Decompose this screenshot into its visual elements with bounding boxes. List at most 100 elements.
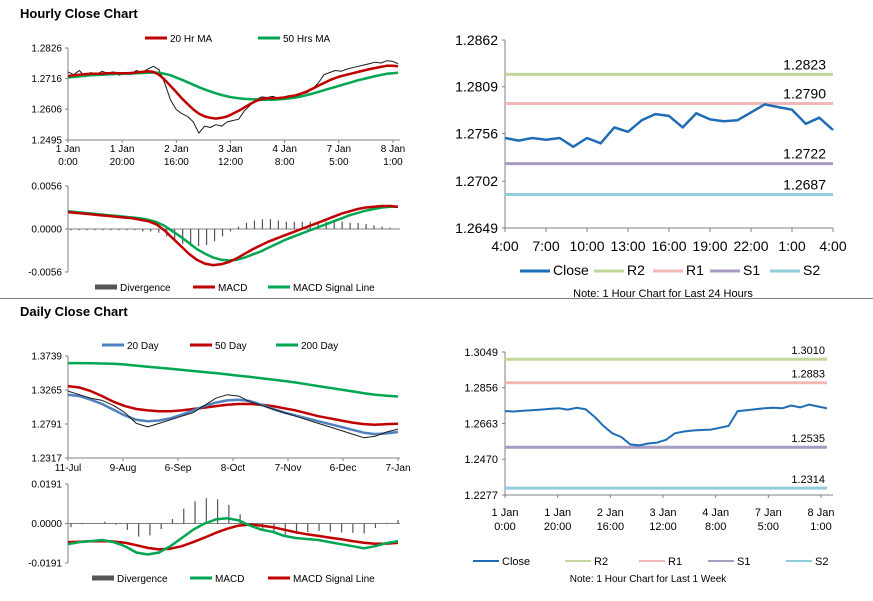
daily-macd-legend-signal-text: MACD Signal Line xyxy=(293,574,375,585)
weekly-levels-x-label-day: 2 Jan xyxy=(597,507,624,519)
daily-ma50-line xyxy=(67,384,399,427)
hourly-levels-y-tick-label: 1.2862 xyxy=(455,32,498,48)
hourly-level-s2-label: 1.2687 xyxy=(783,176,826,192)
hourly-legend-ma-short-text: 20 Hr MA xyxy=(170,34,213,45)
weekly-levels-legend-close-text: Close xyxy=(502,556,530,568)
weekly-levels-x-label-time: 20:00 xyxy=(544,521,572,533)
weekly-levels-x-label-time: 8:00 xyxy=(705,521,726,533)
hourly-price-x-label-day: 3 Jan xyxy=(218,144,242,155)
weekly-levels-x-label-time: 5:00 xyxy=(758,521,779,533)
hourly-price-x-label-day: 1 Jan xyxy=(110,144,134,155)
hourly-price-x-label-day: 8 Jan xyxy=(381,144,405,155)
daily-price-x-label: 8-Oct xyxy=(221,463,246,474)
hourly-levels-x-label: 7:00 xyxy=(532,238,559,254)
weekly-levels-x-label-day: 1 Jan xyxy=(544,507,571,519)
weekly-levels-x-label-day: 8 Jan xyxy=(808,507,835,519)
hourly-signal-line xyxy=(67,205,398,262)
hourly-levels-y-tick-label: 1.2809 xyxy=(455,79,498,95)
hourly-macd-y-tick-label: 0.0056 xyxy=(31,182,62,193)
hourly-price-y-tick-label: 1.2495 xyxy=(31,136,62,147)
weekly-levels-legend-s2-text: S2 xyxy=(815,556,828,568)
daily-legend-ma200-text: 200 Day xyxy=(301,341,338,352)
hourly-levels-x-label: 1:00 xyxy=(778,238,805,254)
weekly-levels-x-label-day: 3 Jan xyxy=(650,507,677,519)
hourly-legend-ma-long-text: 50 Hrs MA xyxy=(283,34,331,45)
daily-signal-line xyxy=(67,523,399,551)
weekly-levels-x-label-time: 12:00 xyxy=(649,521,677,533)
daily-legend-ma20-text: 20 Day xyxy=(127,341,159,352)
daily-price-y-tick-label: 1.2317 xyxy=(31,454,62,465)
weekly-level-s1-label: 1.2535 xyxy=(791,433,825,445)
daily-price-y-tick-label: 1.3265 xyxy=(31,386,62,397)
hourly-price-x-label-day: 2 Jan xyxy=(164,144,188,155)
daily-macd-legend-macd-text: MACD xyxy=(215,574,244,585)
daily-macd-y-tick-label: 0.0000 xyxy=(31,519,62,530)
daily-ma20-line xyxy=(67,393,399,436)
hourly-macd-y-tick-label: 0.0000 xyxy=(31,225,62,236)
hourly-levels-close-line xyxy=(504,103,834,149)
hourly-price-x-label-time: 16:00 xyxy=(164,157,189,168)
hourly-levels-x-label: 16:00 xyxy=(651,238,686,254)
daily-macd-legend-divergence-text: Divergence xyxy=(117,574,168,585)
daily-macd-y-tick-label: -0.0191 xyxy=(28,559,62,570)
weekly-levels-close-line xyxy=(504,403,828,447)
hourly-levels-y-tick-label: 1.2702 xyxy=(455,173,498,189)
daily-price-x-label: 7-Nov xyxy=(275,463,302,474)
daily-macd-line xyxy=(67,517,399,556)
hourly-levels-legend-s2-text: S2 xyxy=(803,262,820,278)
daily-price-y-tick-label: 1.3739 xyxy=(31,352,62,363)
weekly-levels-y-tick-label: 1.2856 xyxy=(464,383,498,395)
hourly-levels-legend-r2-text: R2 xyxy=(627,262,645,278)
daily-price-x-label: 6-Sep xyxy=(165,463,192,474)
hourly-levels-legend-close-text: Close xyxy=(553,262,589,278)
hourly-price-y-tick-label: 1.2606 xyxy=(31,105,62,116)
weekly-levels-note: Note: 1 Hour Chart for Last 1 Week xyxy=(570,574,728,585)
hourly-price-x-label-time: 1:00 xyxy=(383,157,403,168)
weekly-level-r2-label: 1.3010 xyxy=(791,345,825,357)
hourly-macd-legend-signal-text: MACD Signal Line xyxy=(293,283,375,294)
weekly-levels-y-tick-label: 1.3049 xyxy=(464,347,498,359)
weekly-levels-y-tick-label: 1.2277 xyxy=(464,490,498,502)
hourly-level-r2-label: 1.2823 xyxy=(783,56,826,72)
hourly-macd-legend-macd-text: MACD xyxy=(218,283,247,294)
daily-price-x-label: 11-Jul xyxy=(55,463,82,474)
daily-macd-y-tick-label: 0.0191 xyxy=(31,480,62,491)
weekly-levels-x-label-day: 1 Jan xyxy=(492,507,519,519)
weekly-levels-x-label-day: 7 Jan xyxy=(755,507,782,519)
hourly-section-title: Hourly Close Chart xyxy=(20,6,138,21)
weekly-levels-legend-s1-text: S1 xyxy=(737,556,750,568)
hourly-macd-y-tick-label: -0.0056 xyxy=(28,268,62,279)
weekly-levels-x-label-time: 1:00 xyxy=(810,521,831,533)
daily-ma200-line xyxy=(68,361,399,398)
hourly-levels-y-tick-label: 1.2756 xyxy=(455,125,498,141)
hourly-macd-line xyxy=(67,204,399,267)
hourly-levels-x-label: 4:00 xyxy=(491,238,518,254)
weekly-levels-legend-r2-text: R2 xyxy=(594,556,608,568)
hourly-price-x-label-time: 12:00 xyxy=(218,157,243,168)
daily-price-line xyxy=(67,390,399,439)
hourly-levels-x-label: 22:00 xyxy=(733,238,768,254)
daily-legend-ma50-text: 50 Day xyxy=(215,341,247,352)
weekly-levels-y-tick-label: 1.2663 xyxy=(464,418,498,430)
weekly-levels-x-label-time: 0:00 xyxy=(494,521,515,533)
hourly-macd-legend-divergence-text: Divergence xyxy=(120,283,171,294)
hourly-price-x-label-day: 1 Jan xyxy=(56,144,80,155)
weekly-levels-x-label-time: 16:00 xyxy=(597,521,625,533)
weekly-levels-x-label-day: 4 Jan xyxy=(702,507,729,519)
hourly-levels-y-tick-label: 1.2649 xyxy=(455,220,498,236)
weekly-level-s2-label: 1.2314 xyxy=(791,474,825,486)
hourly-levels-note: Note: 1 Hour Chart for Last 24 Hours xyxy=(573,288,753,300)
hourly-ma-long-line xyxy=(67,71,399,101)
weekly-levels-y-tick-label: 1.2470 xyxy=(464,454,498,466)
daily-price-x-label: 7-Jan xyxy=(385,463,410,474)
hourly-price-x-label-day: 4 Jan xyxy=(272,144,296,155)
section-divider xyxy=(0,298,873,299)
hourly-levels-x-label: 10:00 xyxy=(569,238,604,254)
weekly-level-r1-label: 1.2883 xyxy=(791,369,825,381)
hourly-level-s1-label: 1.2722 xyxy=(783,146,826,162)
hourly-price-y-tick-label: 1.2716 xyxy=(31,74,62,85)
hourly-level-r1-label: 1.2790 xyxy=(783,86,826,102)
hourly-ma-short-line xyxy=(67,64,399,120)
hourly-levels-legend-s1-text: S1 xyxy=(743,262,760,278)
